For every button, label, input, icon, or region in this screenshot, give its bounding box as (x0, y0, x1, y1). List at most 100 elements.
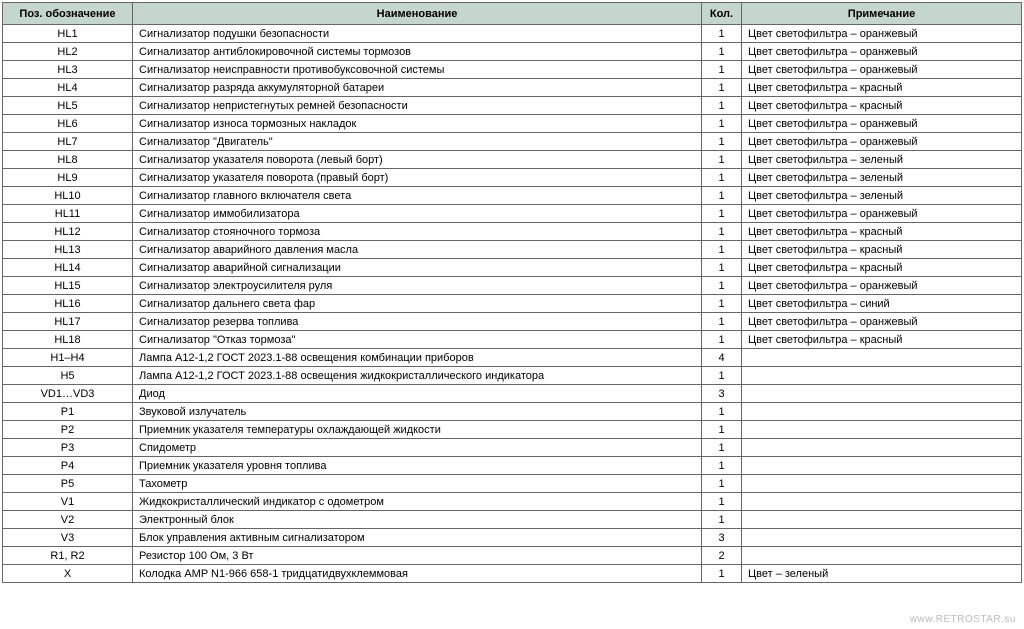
cell-pos: HL2 (3, 43, 133, 61)
cell-name: Сигнализатор подушки безопасности (133, 25, 702, 43)
cell-note: Цвет светофильтра – красный (742, 223, 1022, 241)
cell-qty: 1 (702, 493, 742, 511)
cell-name: Лампа А12-1,2 ГОСТ 2023.1-88 освещения к… (133, 349, 702, 367)
cell-note: Цвет светофильтра – оранжевый (742, 205, 1022, 223)
cell-note: Цвет светофильтра – оранжевый (742, 25, 1022, 43)
cell-note (742, 529, 1022, 547)
cell-qty: 1 (702, 169, 742, 187)
cell-pos: HL1 (3, 25, 133, 43)
table-row: HL2Сигнализатор антиблокировочной систем… (3, 43, 1022, 61)
table-row: P1Звуковой излучатель1 (3, 403, 1022, 421)
cell-name: Сигнализатор "Двигатель" (133, 133, 702, 151)
cell-note: Цвет светофильтра – оранжевый (742, 313, 1022, 331)
cell-note: Цвет светофильтра – оранжевый (742, 61, 1022, 79)
cell-qty: 3 (702, 529, 742, 547)
cell-name: Сигнализатор дальнего света фар (133, 295, 702, 313)
cell-pos: HL10 (3, 187, 133, 205)
table-row: V2Электронный блок1 (3, 511, 1022, 529)
cell-qty: 1 (702, 79, 742, 97)
table-row: HL12Сигнализатор стояночного тормоза1Цве… (3, 223, 1022, 241)
cell-name: Диод (133, 385, 702, 403)
cell-note (742, 457, 1022, 475)
cell-name: Спидометр (133, 439, 702, 457)
cell-name: Лампа А12-1,2 ГОСТ 2023.1-88 освещения ж… (133, 367, 702, 385)
col-header-qty: Кол. (702, 3, 742, 25)
table-row: HL1Сигнализатор подушки безопасности1Цве… (3, 25, 1022, 43)
cell-qty: 1 (702, 475, 742, 493)
cell-qty: 3 (702, 385, 742, 403)
cell-qty: 4 (702, 349, 742, 367)
table-row: HL15Сигнализатор электроусилителя руля1Ц… (3, 277, 1022, 295)
cell-pos: HL18 (3, 331, 133, 349)
cell-name: Сигнализатор неисправности противобуксов… (133, 61, 702, 79)
cell-name: Сигнализатор аварийной сигнализации (133, 259, 702, 277)
cell-qty: 1 (702, 61, 742, 79)
cell-pos: HL15 (3, 277, 133, 295)
table-row: P3Спидометр1 (3, 439, 1022, 457)
cell-note: Цвет светофильтра – оранжевый (742, 277, 1022, 295)
cell-name: Сигнализатор указателя поворота (правый … (133, 169, 702, 187)
cell-pos: P1 (3, 403, 133, 421)
cell-pos: H1–H4 (3, 349, 133, 367)
table-row: HL6Сигнализатор износа тормозных накладо… (3, 115, 1022, 133)
cell-qty: 1 (702, 511, 742, 529)
cell-name: Сигнализатор иммобилизатора (133, 205, 702, 223)
cell-note: Цвет светофильтра – красный (742, 331, 1022, 349)
cell-pos: V3 (3, 529, 133, 547)
cell-name: Электронный блок (133, 511, 702, 529)
table-row: P5Тахометр1 (3, 475, 1022, 493)
cell-note: Цвет светофильтра – оранжевый (742, 133, 1022, 151)
cell-pos: HL14 (3, 259, 133, 277)
cell-qty: 1 (702, 97, 742, 115)
cell-qty: 1 (702, 331, 742, 349)
cell-name: Сигнализатор "Отказ тормоза" (133, 331, 702, 349)
cell-pos: P3 (3, 439, 133, 457)
cell-pos: HL13 (3, 241, 133, 259)
table-body: HL1Сигнализатор подушки безопасности1Цве… (3, 25, 1022, 583)
cell-qty: 1 (702, 403, 742, 421)
cell-note: Цвет светофильтра – оранжевый (742, 43, 1022, 61)
cell-pos: V1 (3, 493, 133, 511)
col-header-pos: Поз. обозначение (3, 3, 133, 25)
cell-note (742, 385, 1022, 403)
cell-qty: 1 (702, 367, 742, 385)
cell-qty: 1 (702, 133, 742, 151)
cell-qty: 2 (702, 547, 742, 565)
cell-pos: HL9 (3, 169, 133, 187)
table-row: V1Жидкокристаллический индикатор с одоме… (3, 493, 1022, 511)
cell-name: Сигнализатор резерва топлива (133, 313, 702, 331)
cell-note (742, 475, 1022, 493)
cell-note: Цвет – зеленый (742, 565, 1022, 583)
cell-name: Звуковой излучатель (133, 403, 702, 421)
cell-pos: HL6 (3, 115, 133, 133)
col-header-note: Примечание (742, 3, 1022, 25)
table-row: R1, R2Резистор 100 Ом, 3 Вт2 (3, 547, 1022, 565)
table-row: P2Приемник указателя температуры охлажда… (3, 421, 1022, 439)
cell-note: Цвет светофильтра – синий (742, 295, 1022, 313)
table-row: H1–H4Лампа А12-1,2 ГОСТ 2023.1-88 освеще… (3, 349, 1022, 367)
cell-pos: HL4 (3, 79, 133, 97)
cell-pos: HL11 (3, 205, 133, 223)
cell-qty: 1 (702, 421, 742, 439)
table-row: H5Лампа А12-1,2 ГОСТ 2023.1-88 освещения… (3, 367, 1022, 385)
cell-pos: HL16 (3, 295, 133, 313)
table-row: HL7Сигнализатор "Двигатель"1Цвет светофи… (3, 133, 1022, 151)
cell-qty: 1 (702, 565, 742, 583)
cell-name: Колодка AMP N1-966 658-1 тридцатидвухкле… (133, 565, 702, 583)
cell-pos: P5 (3, 475, 133, 493)
cell-qty: 1 (702, 259, 742, 277)
cell-note: Цвет светофильтра – зеленый (742, 187, 1022, 205)
cell-pos: HL17 (3, 313, 133, 331)
cell-pos: VD1…VD3 (3, 385, 133, 403)
cell-name: Сигнализатор главного включателя света (133, 187, 702, 205)
cell-note: Цвет светофильтра – красный (742, 241, 1022, 259)
table-row: HL14Сигнализатор аварийной сигнализации1… (3, 259, 1022, 277)
cell-name: Жидкокристаллический индикатор с одометр… (133, 493, 702, 511)
cell-note: Цвет светофильтра – красный (742, 97, 1022, 115)
table-row: HL5Сигнализатор непристегнутых ремней бе… (3, 97, 1022, 115)
cell-note: Цвет светофильтра – зеленый (742, 169, 1022, 187)
cell-note: Цвет светофильтра – красный (742, 259, 1022, 277)
cell-name: Сигнализатор электроусилителя руля (133, 277, 702, 295)
cell-note (742, 493, 1022, 511)
table-row: XКолодка AMP N1-966 658-1 тридцатидвухкл… (3, 565, 1022, 583)
